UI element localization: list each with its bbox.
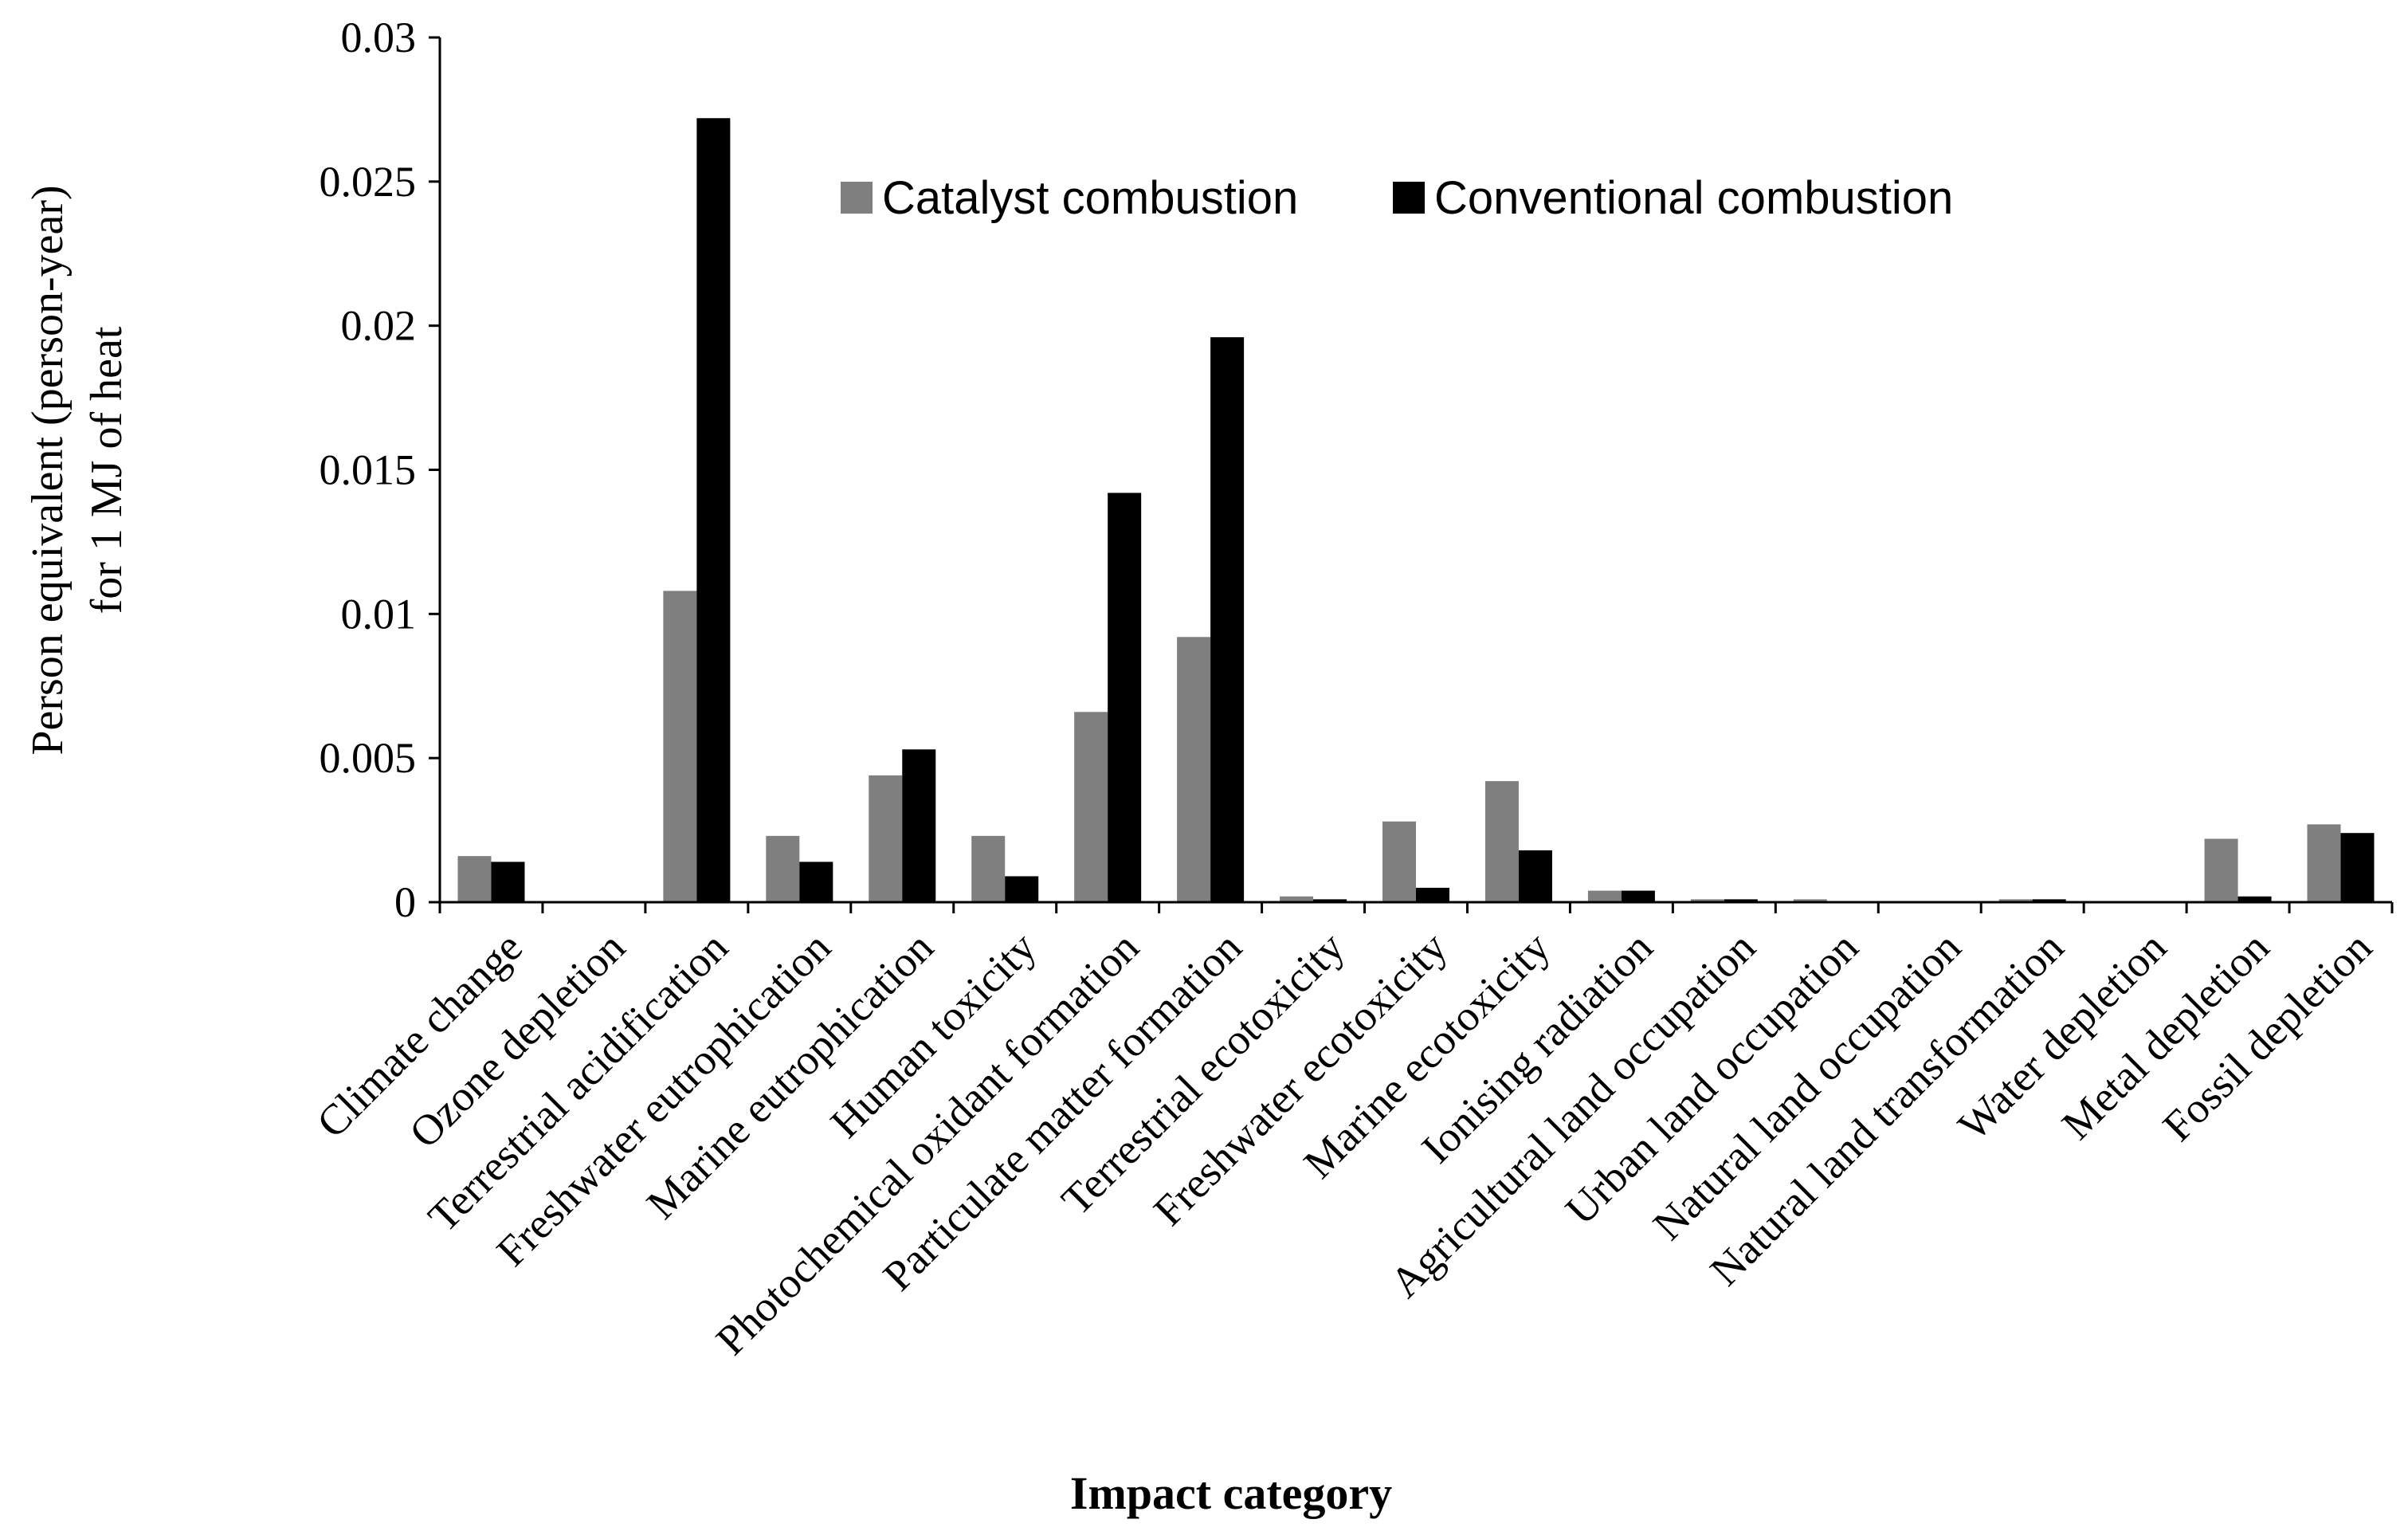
bar-conventional <box>1313 899 1347 902</box>
y-tick-label: 0.03 <box>341 14 417 61</box>
bar-catalyst <box>1793 899 1827 902</box>
bar-catalyst <box>1177 637 1211 902</box>
bar-conventional <box>1416 887 1449 902</box>
y-tick-label: 0.005 <box>320 734 417 782</box>
bar-conventional <box>2237 896 2272 902</box>
bar-conventional <box>1210 337 1245 903</box>
legend-swatch-conventional <box>1393 182 1425 214</box>
bar-catalyst <box>2307 824 2341 902</box>
bars-group <box>457 118 2375 903</box>
bar-catalyst <box>1587 890 1622 902</box>
y-axis-ticks: 0 0.005 0.01 0.015 0.02 0.025 0.03 <box>320 14 440 926</box>
bar-conventional <box>1005 876 1039 902</box>
y-tick-label: 0.025 <box>320 158 417 206</box>
bar-conventional <box>799 862 833 902</box>
bar-catalyst <box>2204 838 2238 902</box>
bar-catalyst <box>1280 896 1314 902</box>
legend-label-catalyst: Catalyst combustion <box>882 172 1298 224</box>
x-axis-ticks <box>438 902 2394 913</box>
bar-catalyst <box>1998 899 2033 902</box>
y-tick-label: 0.02 <box>341 302 417 350</box>
bar-conventional <box>1724 899 1758 902</box>
axes <box>438 37 2392 904</box>
y-axis-title-line2: for 1 MJ of heat <box>82 326 131 614</box>
bar-conventional <box>491 862 525 902</box>
y-tick-label: 0.015 <box>320 446 417 494</box>
bar-catalyst <box>1382 821 1416 902</box>
y-axis-title-line1: Person equivalent (person-year) <box>23 185 73 755</box>
bar-catalyst <box>1484 781 1519 902</box>
y-tick-label: 0 <box>394 878 416 926</box>
legend-swatch-catalyst <box>841 182 873 214</box>
bar-catalyst <box>869 775 903 902</box>
bar-catalyst <box>1690 899 1724 902</box>
legend-label-conventional: Conventional combustion <box>1434 172 1953 224</box>
bar-conventional <box>1621 890 1655 902</box>
bar-catalyst <box>663 591 697 902</box>
bar-conventional <box>1108 493 1142 902</box>
bar-catalyst <box>971 835 1006 902</box>
bar-conventional <box>2340 833 2375 902</box>
x-axis-title: Impact category <box>1070 1467 1392 1519</box>
bar-conventional <box>1518 850 1552 902</box>
legend: Catalyst combustion Conventional combust… <box>841 172 1953 224</box>
bar-conventional <box>696 118 731 902</box>
bar-catalyst <box>766 835 800 902</box>
y-tick-label: 0.01 <box>341 590 417 638</box>
bar-conventional <box>902 749 936 902</box>
bar-conventional <box>2032 899 2066 902</box>
bar-catalyst <box>457 856 492 902</box>
bar-catalyst <box>1074 712 1108 902</box>
